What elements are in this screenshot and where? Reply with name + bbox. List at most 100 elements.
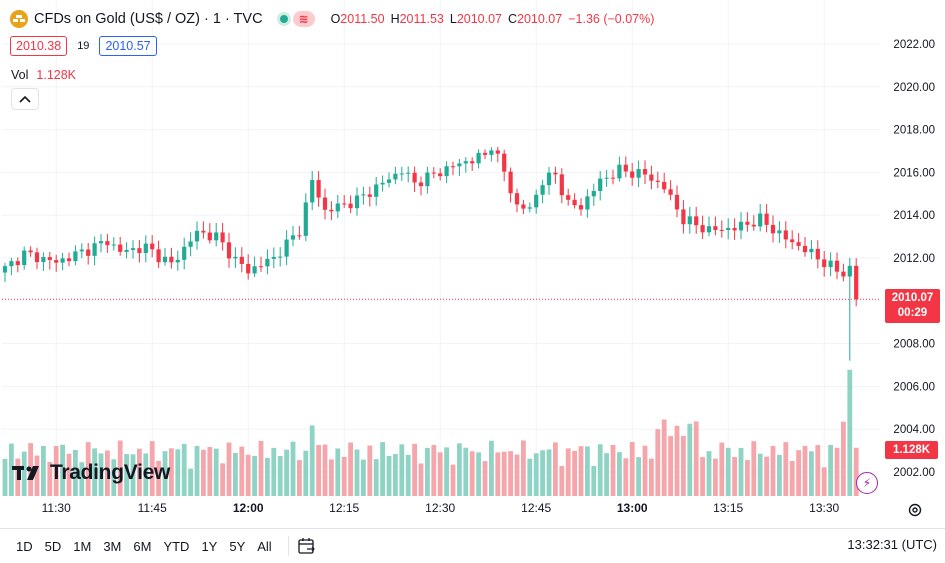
volume-bar [546, 449, 552, 496]
volume-bar [821, 467, 827, 496]
volume-bar [738, 447, 744, 496]
time-axis: 11:30 11:45 12:00 12:15 12:30 12:45 13:00 13:15… [42, 501, 840, 515]
candle-body [169, 256, 174, 263]
range-3m[interactable]: 3M [103, 538, 122, 554]
volume-bar [322, 444, 328, 496]
volume-bar [220, 463, 225, 496]
candle-body [790, 239, 795, 243]
range-ytd[interactable]: YTD [163, 538, 190, 554]
volume-bar [693, 421, 699, 496]
volume-bar [828, 445, 833, 496]
candle-body [745, 221, 750, 225]
candle-body [214, 232, 219, 241]
volume-bar [578, 446, 584, 496]
tradingview-logo[interactable]: TradingView [12, 461, 170, 485]
ask-button[interactable]: 2010.57 [99, 36, 157, 56]
candle-body [719, 229, 724, 231]
volume-bar [258, 440, 264, 496]
candle-body [406, 172, 411, 174]
bid-ask-row: 2010.38 19 2010.57 [10, 36, 157, 56]
candle-body [278, 256, 283, 258]
candle-body [578, 205, 584, 210]
candle-body [303, 202, 308, 236]
candle-body [258, 266, 264, 268]
time-tick-label: 12:45 [521, 501, 551, 515]
candle-body [105, 241, 110, 246]
candle-body [668, 189, 673, 195]
status-indicators[interactable]: ≋ [276, 11, 315, 27]
chart-area[interactable]: 2002.002004.002006.002008.002010.002012.… [0, 0, 945, 528]
date-range-icon[interactable] [297, 537, 317, 555]
legend: CFDs on Gold (US$ / OZ) · 1 · TVC ≋ O201… [10, 9, 654, 29]
candle-body [22, 250, 27, 266]
volume-bar [393, 454, 398, 496]
settings-gear-icon[interactable] [905, 500, 925, 520]
candle-body [758, 213, 763, 227]
market-open-icon[interactable] [276, 12, 291, 26]
candle-body [342, 203, 347, 205]
volume-bar [604, 453, 609, 496]
volume-bar [335, 448, 341, 496]
candle-body [732, 227, 737, 231]
range-1m[interactable]: 1M [73, 538, 92, 554]
volume-bar [181, 443, 187, 496]
volume-bar [66, 453, 72, 496]
candle-body [809, 248, 814, 253]
candle-body [482, 152, 488, 155]
bar-countdown: 00:29 [897, 307, 928, 319]
candle-body [706, 226, 712, 233]
candle-body [226, 242, 232, 259]
volume-bar [265, 457, 270, 496]
candle-body [252, 266, 257, 274]
flash-icon[interactable]: ⚡ [856, 472, 878, 494]
candle-body [444, 166, 449, 177]
range-1d[interactable]: 1D [16, 538, 33, 554]
candle-body [527, 207, 532, 209]
volume-bar [559, 466, 565, 496]
range-5d[interactable]: 5D [44, 538, 62, 554]
price-tick-label: 2002.00 [893, 467, 935, 479]
clock-timezone[interactable]: 13:32:31 (UTC) [847, 537, 937, 552]
candle-body [534, 194, 539, 208]
candle-body [265, 258, 270, 267]
volume-bar [41, 445, 46, 496]
volume-bar [245, 454, 251, 496]
candlesticks [2, 146, 859, 361]
candle-body [98, 241, 104, 244]
candle-body [713, 226, 718, 230]
volume-bar [34, 455, 40, 496]
candle-body [348, 203, 353, 209]
candle-body [470, 161, 475, 164]
collapse-legend-button[interactable] [11, 88, 39, 110]
candle-body [546, 172, 552, 186]
range-1y[interactable]: 1Y [201, 538, 218, 554]
volume-bar [226, 442, 232, 496]
range-5y[interactable]: 5Y [229, 538, 246, 554]
volume-bar [495, 452, 501, 496]
volume-bar [425, 447, 430, 496]
range-all[interactable]: All [257, 538, 272, 554]
candle-body [73, 251, 78, 262]
volume-bar [597, 444, 603, 496]
volume-bar [725, 447, 731, 496]
candle-body [438, 173, 443, 177]
volume-bar [700, 457, 705, 496]
volume-bar [399, 444, 405, 496]
symbol-title[interactable]: CFDs on Gold (US$ / OZ) · 1 · TVC [34, 11, 263, 27]
range-6m[interactable]: 6M [133, 538, 152, 554]
candle-body [175, 259, 180, 263]
candle-body [802, 245, 808, 253]
volume-bar [476, 452, 481, 496]
volume-bar [47, 461, 53, 496]
delayed-data-icon[interactable]: ≋ [292, 11, 315, 27]
candle-body [726, 227, 731, 230]
candle-body [662, 181, 667, 190]
bid-button[interactable]: 2010.38 [10, 36, 68, 56]
candle-body [111, 244, 116, 246]
volume-bar [341, 456, 347, 496]
volume-bar [418, 463, 424, 496]
candle-body [137, 248, 142, 253]
volume-bar [21, 451, 27, 496]
volume-bar [124, 453, 129, 496]
volume-bar [482, 461, 488, 496]
